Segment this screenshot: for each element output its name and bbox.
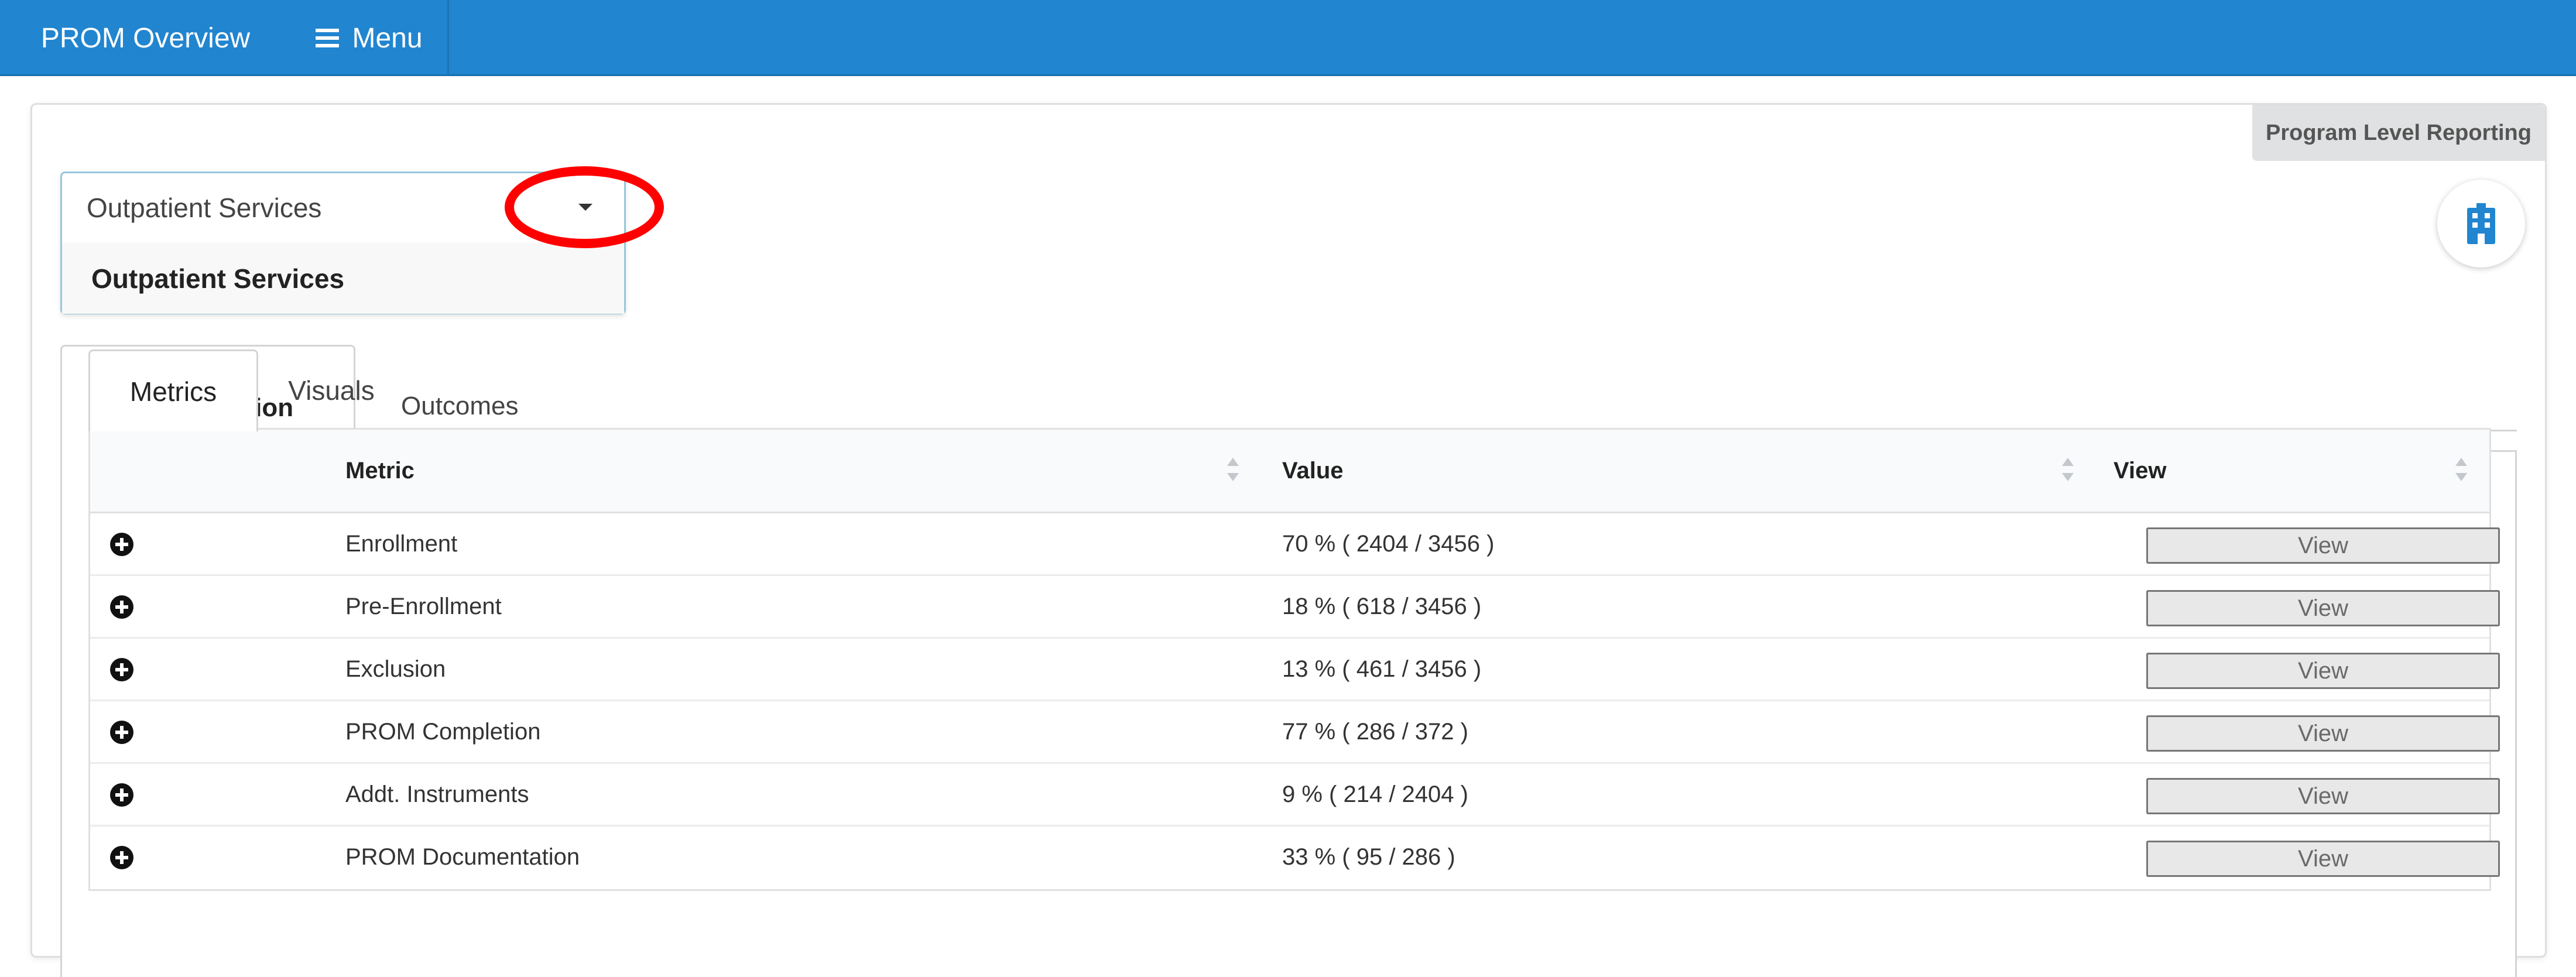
view-button[interactable]: View [2146, 715, 2500, 752]
metric-name: Exclusion [345, 656, 446, 682]
sort-view-icon[interactable] [2455, 458, 2467, 484]
sort-metric-icon[interactable] [1227, 458, 1239, 484]
metric-value: 18 % ( 618 / 3456 ) [1282, 594, 1482, 619]
program-level-reporting-button[interactable]: Program Level Reporting [2252, 105, 2545, 161]
metric-value: 70 % ( 2404 / 3456 ) [1282, 531, 1495, 557]
view-button[interactable]: View [2146, 653, 2500, 689]
view-button[interactable]: View [2146, 841, 2500, 877]
view-button[interactable]: View [2146, 778, 2500, 814]
table-row: Pre-Enrollment 18 % ( 618 / 3456 ) View [90, 576, 2500, 639]
menu-button[interactable]: Menu [291, 0, 449, 76]
dropdown-selected-value: Outpatient Services [87, 193, 322, 223]
top-nav-bar: PROM Overview Menu [0, 0, 2576, 76]
menu-label: Menu [352, 22, 423, 54]
expand-row-plus-icon[interactable] [110, 846, 133, 869]
metric-value: 33 % ( 95 / 286 ) [1282, 844, 1455, 870]
expand-row-plus-icon[interactable] [110, 783, 133, 807]
metric-name: Enrollment [345, 531, 458, 557]
highlight-circle-annotation [505, 166, 664, 248]
main-card: Program Level Reporting Implementation O… [30, 103, 2547, 977]
column-header-value[interactable]: Value [1282, 458, 1344, 484]
tab-outcomes[interactable]: Outcomes [360, 345, 536, 450]
view-button[interactable]: View [2146, 527, 2500, 564]
table-row: Enrollment 70 % ( 2404 / 3456 ) View [90, 513, 2500, 576]
dropdown-menu: Outpatient Services [62, 242, 624, 314]
nav-title[interactable]: PROM Overview [40, 22, 251, 54]
metrics-table: Metric Value View Enrollment 70 % ( 2404… [88, 428, 2500, 891]
metric-name: Pre-Enrollment [345, 594, 502, 619]
expand-row-plus-icon[interactable] [110, 721, 133, 744]
table-row: Addt. Instruments 9 % ( 214 / 2404 ) Vie… [90, 764, 2500, 827]
tab-outcomes-label: Outcomes [401, 392, 519, 420]
tab-visuals[interactable]: Visuals [288, 375, 375, 406]
expand-row-plus-icon[interactable] [110, 533, 133, 556]
metric-name: PROM Completion [345, 719, 541, 745]
metric-value: 13 % ( 461 / 3456 ) [1282, 656, 1482, 682]
tab-metrics[interactable]: Metrics [88, 349, 258, 431]
view-button[interactable]: View [2146, 590, 2500, 626]
building-button[interactable] [2437, 180, 2525, 268]
service-dropdown[interactable]: Outpatient Services Outpatient Services [60, 172, 626, 314]
metric-value: 9 % ( 214 / 2404 ) [1282, 781, 1468, 807]
expand-row-plus-icon[interactable] [110, 595, 133, 619]
building-icon [2467, 203, 2495, 244]
column-header-metric[interactable]: Metric [345, 458, 415, 484]
column-header-view[interactable]: View [2113, 458, 2167, 484]
sort-value-icon[interactable] [2062, 458, 2074, 484]
metric-name: PROM Documentation [345, 844, 580, 870]
expand-row-plus-icon[interactable] [110, 658, 133, 681]
table-header: Metric Value View [90, 430, 2489, 513]
table-row: PROM Documentation 33 % ( 95 / 286 ) Vie… [90, 827, 2500, 889]
table-row: PROM Completion 77 % ( 286 / 372 ) View [90, 701, 2500, 764]
table-row: Exclusion 13 % ( 461 / 3456 ) View [90, 639, 2500, 701]
metric-name: Addt. Instruments [345, 781, 529, 807]
hamburger-icon [316, 29, 340, 47]
dropdown-option[interactable]: Outpatient Services [91, 263, 345, 294]
metric-value: 77 % ( 286 / 372 ) [1282, 719, 1468, 745]
